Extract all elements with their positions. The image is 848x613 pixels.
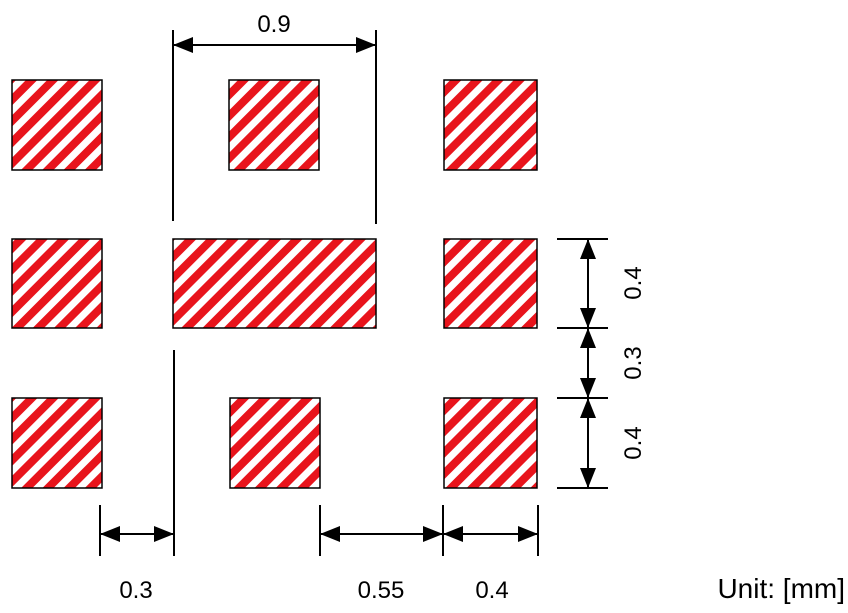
right-lower-label: 0.4 — [620, 426, 647, 459]
dimension-labels: 0.9 0.4 0.3 0.4 0.3 0.55 0.4 Unit: [mm] — [119, 11, 845, 604]
right-gap-label: 0.3 — [620, 346, 647, 379]
dimension-arrows — [100, 37, 596, 542]
bottom-middle-label: 0.55 — [358, 577, 405, 604]
unit-label: Unit: [mm] — [717, 573, 845, 604]
pad-r2c2-wide — [172, 238, 377, 329]
right-upper-label: 0.4 — [620, 266, 647, 299]
bottom-left-label: 0.3 — [119, 577, 152, 604]
pad-r3c1 — [11, 397, 103, 489]
bottom-right-label: 0.4 — [475, 577, 508, 604]
pad-r1c1 — [11, 79, 103, 171]
pad-r1c2 — [228, 79, 320, 171]
pad-r3c2 — [229, 397, 321, 489]
pad-r1c3 — [443, 79, 538, 171]
top-width-label: 0.9 — [257, 11, 290, 38]
pad-r3c3 — [443, 397, 538, 489]
pad-r2c1 — [11, 238, 103, 329]
pad-r2c3 — [443, 238, 538, 329]
pads-group — [11, 79, 538, 489]
